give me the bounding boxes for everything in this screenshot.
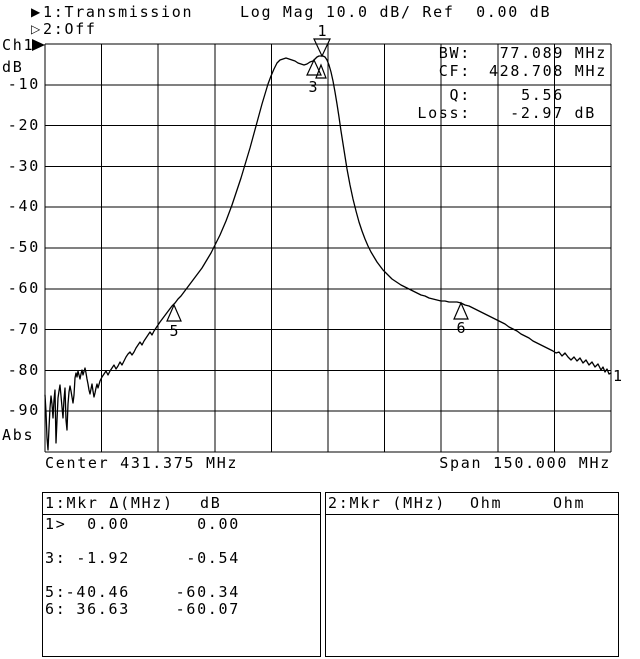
marker-5-triangle-icon: [166, 303, 182, 322]
marker-table-1-unit: dB: [200, 494, 222, 512]
marker-table-2-title: 2:Mkr (MHz): [328, 494, 447, 512]
loss-label: Loss:: [417, 104, 471, 122]
trace-curve: [44, 55, 612, 451]
ch2-trace-label: 2:Off: [43, 20, 97, 38]
marker-6-triangle-icon: [453, 301, 469, 320]
marker-delta-db: -0.54: [186, 549, 240, 567]
y-tick: -40: [7, 197, 40, 215]
bw-value: 77.089 MHz: [499, 44, 607, 62]
cf-value: 428.708 MHz: [488, 62, 607, 80]
y-tick: -20: [7, 116, 40, 134]
marker-row-label: 3:: [45, 549, 67, 567]
marker-row-label: 5:: [45, 583, 67, 601]
marker-delta-db: -60.34: [175, 583, 240, 601]
marker-5-number: 5: [169, 322, 178, 340]
q-label: Q:: [449, 86, 471, 104]
ch1-trace-label: 1:Transmission: [43, 3, 194, 21]
marker-row-3: 3: -1.92 -0.54: [42, 551, 320, 566]
marker-3-triangle-icon: [306, 58, 322, 76]
loss-value: -2.97 dB: [510, 104, 596, 122]
marker-6-number: 6: [456, 319, 465, 337]
marker-table-2-header-rule: [325, 514, 618, 515]
marker-delta-mhz: -1.92: [76, 549, 130, 567]
marker-table-2: [325, 492, 619, 657]
marker-1-triangle-icon: [313, 38, 331, 58]
marker-delta-mhz: 0.00: [87, 515, 130, 533]
marker-x-triangle-icon: [315, 63, 327, 79]
marker-table-1-title: 1:Mkr Δ(MHz): [45, 494, 174, 512]
marker-row-label: 1>: [45, 515, 67, 533]
format-label: Log Mag 10.0 dB/ Ref 0.00 dB: [240, 3, 552, 21]
q-value: 5.56: [521, 86, 564, 104]
marker-table-1-header-rule: [42, 514, 320, 515]
bw-label: BW:: [438, 44, 471, 62]
span-label: Span 150.000 MHz: [439, 454, 611, 472]
y-axis-abs-label: Abs: [2, 426, 35, 444]
ch2-inactive-icon: ▷: [31, 22, 42, 36]
y-tick: -90: [7, 401, 40, 419]
marker-row-1: 1> 0.00 0.00: [42, 517, 320, 532]
marker-delta-mhz: -40.46: [65, 583, 130, 601]
y-tick: -50: [7, 238, 40, 256]
channel-label: Ch1: [2, 36, 35, 54]
y-axis-unit-label: dB: [2, 58, 24, 76]
marker-delta-db: -60.07: [175, 600, 240, 618]
center-frequency-label: Center 431.375 MHz: [45, 454, 239, 472]
marker-table-2-ohm-2: Ohm: [553, 494, 586, 512]
marker-row-6: 6: 36.63 -60.07: [42, 602, 320, 617]
marker-delta-db: 0.00: [197, 515, 240, 533]
cf-label: CF:: [438, 62, 471, 80]
y-tick: -70: [7, 320, 40, 338]
y-tick: -60: [7, 279, 40, 297]
marker-table-1: [42, 492, 321, 657]
y-tick: -80: [7, 361, 40, 379]
marker-delta-mhz: 36.63: [76, 600, 130, 618]
marker-table-2-ohm-1: Ohm: [470, 494, 503, 512]
marker-row-label: 6:: [45, 600, 67, 618]
marker-row-5: 5: -40.46 -60.34: [42, 585, 320, 600]
y-tick: -10: [7, 75, 40, 93]
y-tick: -30: [7, 157, 40, 175]
trace-end-number: 1: [613, 367, 622, 385]
marker-3-number: 3: [308, 78, 317, 96]
ch1-active-icon: ▶: [31, 5, 42, 19]
marker-1-number: 1: [317, 22, 326, 40]
ref-level-pointer-icon: [32, 39, 45, 51]
